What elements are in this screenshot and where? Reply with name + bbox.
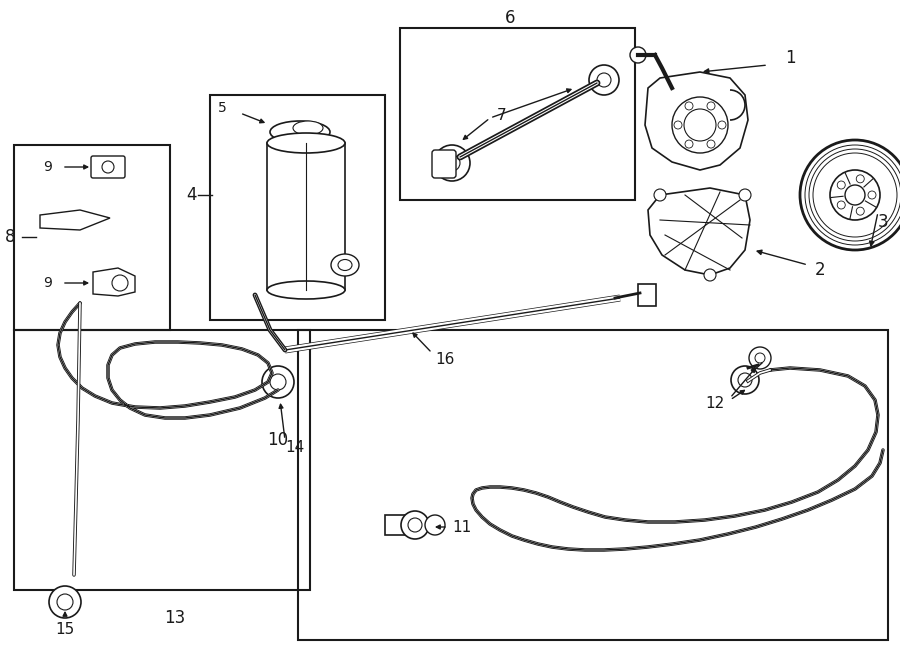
Circle shape	[597, 73, 611, 87]
Text: 16: 16	[436, 352, 454, 368]
Circle shape	[654, 189, 666, 201]
Circle shape	[707, 140, 715, 148]
Text: 9: 9	[43, 160, 52, 174]
Text: 5: 5	[218, 101, 227, 115]
Circle shape	[684, 109, 716, 141]
Text: 9: 9	[43, 276, 52, 290]
Circle shape	[630, 47, 646, 63]
Text: 8: 8	[5, 228, 15, 246]
Text: 13: 13	[165, 609, 185, 627]
Circle shape	[589, 65, 619, 95]
Text: 15: 15	[56, 623, 75, 637]
Circle shape	[830, 170, 880, 220]
Text: 1: 1	[785, 49, 796, 67]
Ellipse shape	[267, 133, 345, 153]
Bar	[400, 28, 635, 200]
Bar	[14, 330, 310, 590]
Bar	[267, 143, 345, 290]
FancyBboxPatch shape	[91, 156, 125, 178]
Circle shape	[739, 189, 751, 201]
Text: 14: 14	[285, 440, 304, 455]
Ellipse shape	[293, 121, 323, 135]
Circle shape	[102, 161, 114, 173]
Circle shape	[270, 374, 286, 390]
Text: 12: 12	[706, 395, 724, 410]
Circle shape	[800, 140, 900, 250]
Ellipse shape	[267, 281, 345, 299]
Circle shape	[731, 366, 759, 394]
FancyBboxPatch shape	[432, 150, 456, 178]
Bar	[638, 284, 656, 306]
Ellipse shape	[338, 260, 352, 270]
Circle shape	[434, 145, 470, 181]
Text: 10: 10	[267, 431, 288, 449]
Circle shape	[49, 586, 81, 618]
Circle shape	[837, 181, 845, 189]
Circle shape	[674, 121, 682, 129]
Bar	[385, 515, 415, 535]
Circle shape	[856, 207, 864, 215]
Text: 3: 3	[878, 213, 888, 231]
Circle shape	[444, 155, 460, 171]
Circle shape	[755, 353, 765, 363]
Ellipse shape	[270, 121, 330, 143]
Circle shape	[718, 121, 726, 129]
Text: 11: 11	[453, 520, 472, 535]
Circle shape	[262, 366, 294, 398]
Circle shape	[672, 97, 728, 153]
Circle shape	[685, 140, 693, 148]
Circle shape	[868, 191, 876, 199]
Circle shape	[837, 201, 845, 209]
Ellipse shape	[331, 254, 359, 276]
Bar	[298, 330, 888, 640]
Circle shape	[112, 275, 128, 291]
Circle shape	[704, 269, 716, 281]
Bar	[14, 145, 170, 330]
Text: 6: 6	[505, 9, 515, 27]
Circle shape	[401, 511, 429, 539]
Text: 4: 4	[186, 186, 197, 204]
Text: 7: 7	[497, 108, 507, 122]
Circle shape	[408, 518, 422, 532]
Bar	[210, 95, 385, 320]
Circle shape	[856, 175, 864, 183]
Text: 2: 2	[814, 261, 825, 279]
Circle shape	[425, 515, 445, 535]
Circle shape	[738, 373, 752, 387]
Circle shape	[749, 347, 771, 369]
Circle shape	[57, 594, 73, 610]
Circle shape	[707, 102, 715, 110]
Circle shape	[685, 102, 693, 110]
Circle shape	[845, 185, 865, 205]
